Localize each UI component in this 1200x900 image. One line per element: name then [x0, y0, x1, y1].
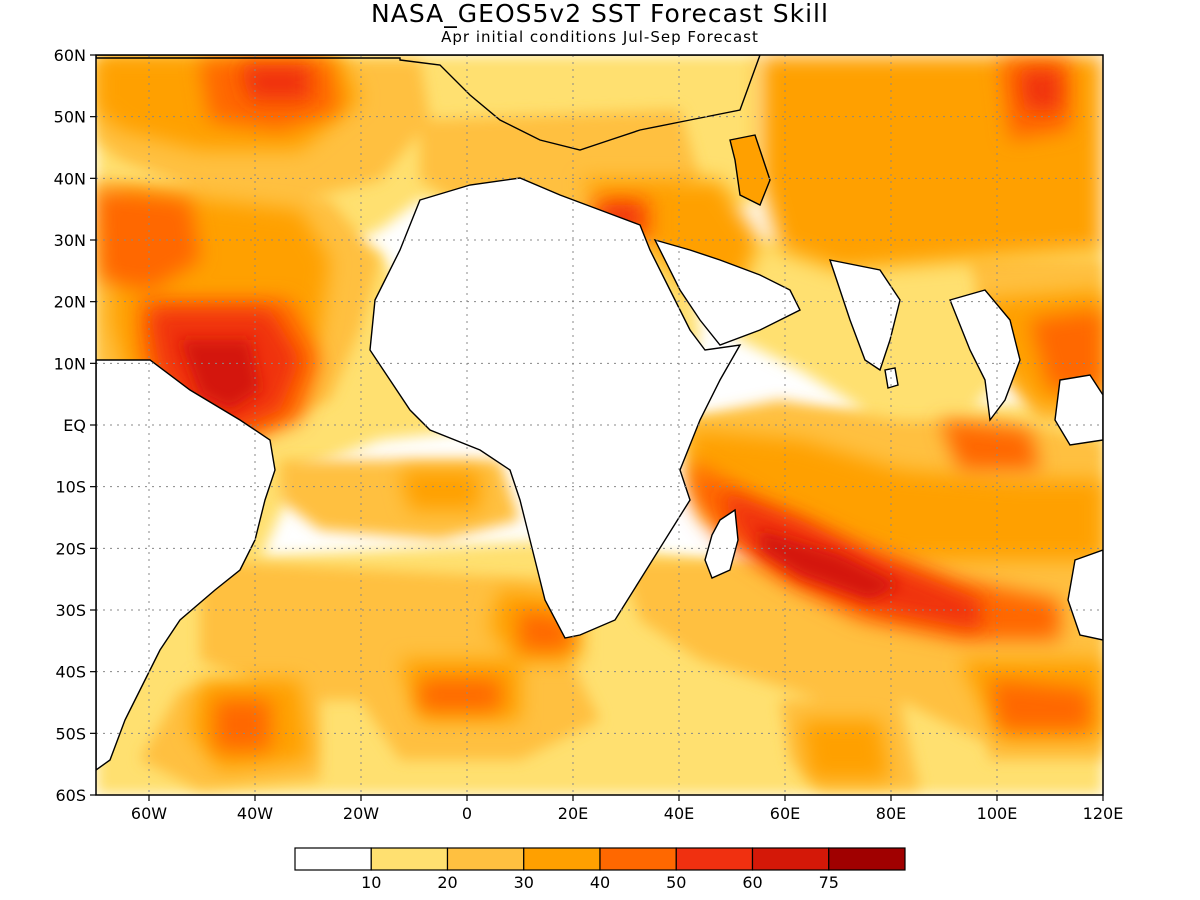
map-subtitle: Apr initial conditions Jul-Sep Forecast [441, 28, 759, 46]
colorbar: 10 20 30 40 50 60 75 [294, 847, 906, 892]
lon-tick-label: 20E [558, 804, 588, 823]
map-gridlines [96, 55, 1103, 795]
colorbar-swatch [599, 847, 677, 871]
lon-tick-label: 20W [343, 804, 379, 823]
lon-tick-label: 40W [237, 804, 273, 823]
longitude-axis: 60W 40W 20W 0 20E 40E 60E 80E 100E 120E [131, 795, 1123, 823]
colorbar-swatch [523, 847, 601, 871]
lon-tick-label: 0 [462, 804, 472, 823]
colorbar-swatch [370, 847, 449, 871]
lat-tick-label: 10N [54, 354, 86, 373]
colorbar-swatch [828, 847, 906, 871]
lat-tick-label: 50N [54, 108, 86, 127]
lon-tick-label: 100E [977, 804, 1018, 823]
lon-tick-label: 80E [876, 804, 906, 823]
colorbar-swatch [446, 847, 525, 871]
colorbar-swatch [294, 847, 372, 871]
colorbar-label: 50 [666, 873, 686, 892]
lat-tick-label: 50S [55, 724, 86, 743]
colorbar-label: 60 [742, 873, 762, 892]
colorbar-swatch [675, 847, 754, 871]
map-title: NASA_GEOS5v2 SST Forecast Skill [371, 0, 829, 28]
colorbar-label: 75 [819, 873, 839, 892]
lat-tick-label: 60S [55, 786, 86, 805]
lat-tick-label: 20N [54, 293, 86, 312]
land-masses [96, 55, 1103, 771]
lat-tick-label: 40S [55, 663, 86, 682]
lon-tick-label: 120E [1083, 804, 1124, 823]
lon-tick-label: 60W [131, 804, 167, 823]
colorbar-label: 40 [590, 873, 610, 892]
lat-tick-label: 30S [55, 601, 86, 620]
colorbar-label: 20 [437, 873, 457, 892]
lon-tick-label: 40E [664, 804, 694, 823]
latitude-axis: 60N 50N 40N 30N 20N 10N EQ 10S 20S 30S 40S 50S 60S [54, 46, 96, 805]
lat-tick-label: 10S [55, 478, 86, 497]
colorbar-label: 30 [514, 873, 534, 892]
lat-tick-label: EQ [63, 416, 86, 435]
lat-tick-label: 30N [54, 231, 86, 250]
lon-tick-label: 60E [770, 804, 800, 823]
colorbar-swatch [751, 847, 830, 871]
lat-tick-label: 60N [54, 46, 86, 65]
lat-tick-label: 20S [55, 539, 86, 558]
lat-tick-label: 40N [54, 169, 86, 188]
colorbar-label: 10 [361, 873, 381, 892]
